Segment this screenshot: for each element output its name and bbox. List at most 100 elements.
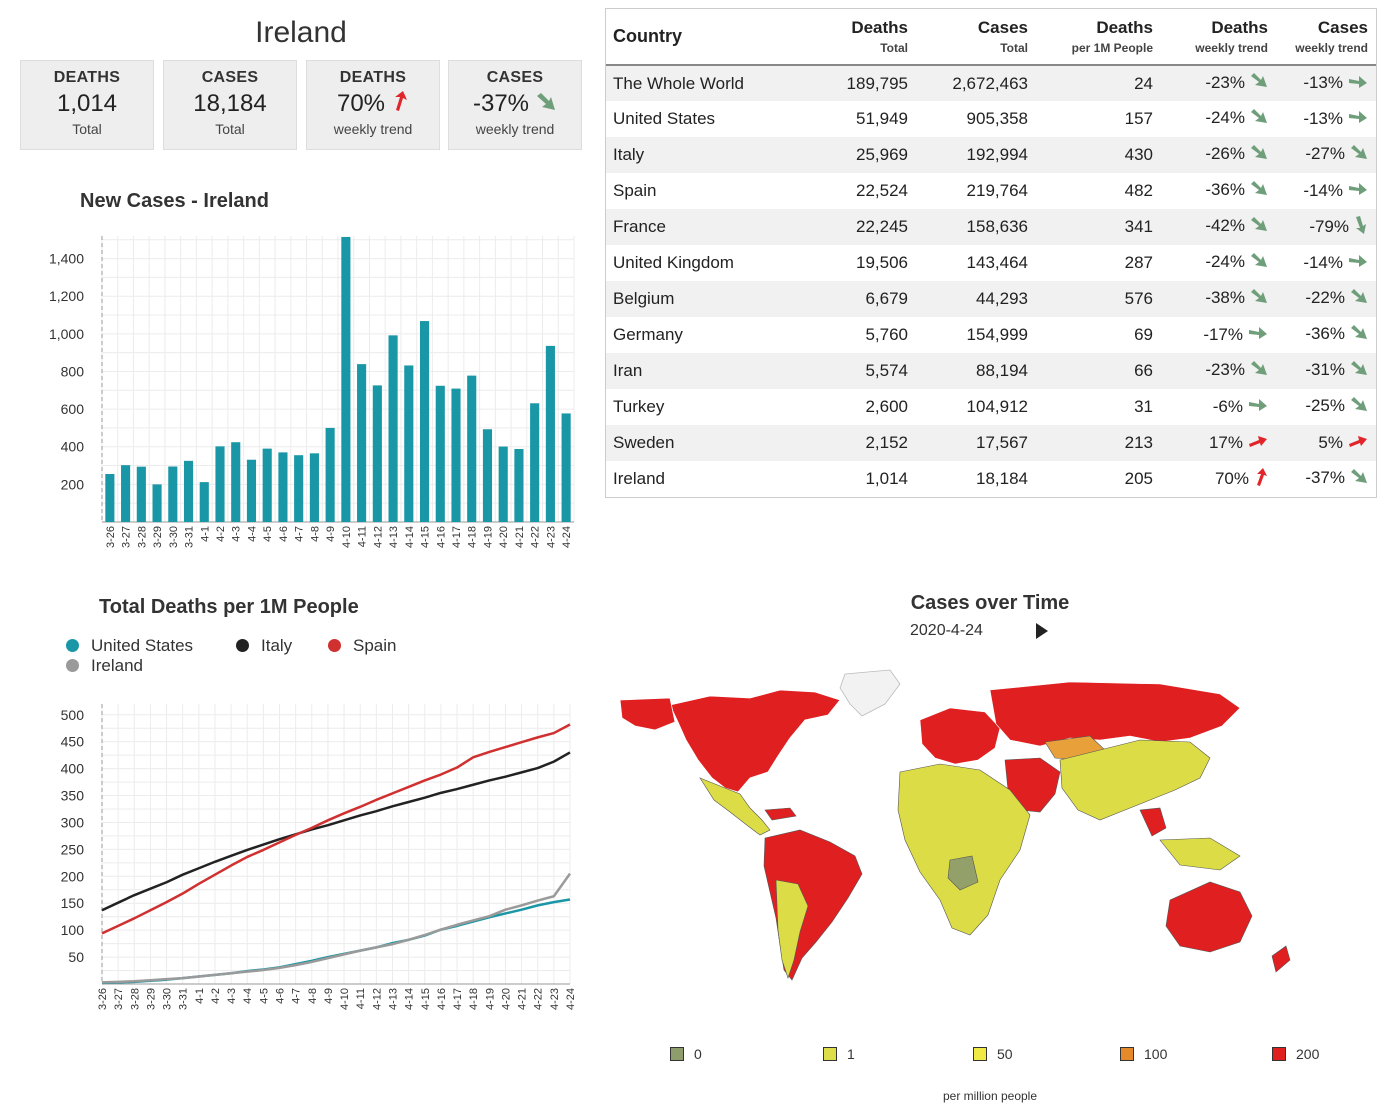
bar[interactable] bbox=[419, 321, 430, 522]
bar[interactable] bbox=[278, 452, 288, 522]
map-region-russia[interactable] bbox=[989, 681, 1241, 747]
bar[interactable] bbox=[262, 448, 272, 522]
col-header-deaths-trend[interactable]: Deaths weekly trend bbox=[1161, 9, 1276, 66]
x-tick-label: 4-2 bbox=[210, 988, 222, 1004]
series-line-spain[interactable] bbox=[101, 723, 571, 935]
bar[interactable] bbox=[152, 484, 162, 522]
bar[interactable] bbox=[530, 403, 540, 522]
cell-country: Spain bbox=[613, 181, 657, 200]
x-tick-label: 4-18 bbox=[467, 526, 479, 548]
bar[interactable] bbox=[215, 446, 225, 522]
col-header-deaths-total[interactable]: Deaths Total bbox=[796, 9, 916, 66]
map-region-europe[interactable] bbox=[919, 707, 1001, 765]
bar[interactable] bbox=[388, 335, 398, 522]
legend-label: Italy bbox=[261, 636, 293, 655]
series-line-ireland[interactable] bbox=[101, 872, 572, 984]
y-tick-label: 100 bbox=[61, 922, 85, 938]
cell-cases-total: 158,636 bbox=[916, 209, 1036, 245]
x-tick-label: 4-5 bbox=[258, 988, 270, 1004]
x-tick-label: 4-14 bbox=[404, 526, 416, 548]
bar[interactable] bbox=[435, 385, 445, 522]
table-row[interactable]: Turkey 2,600 104,912 31 -6% -25% bbox=[606, 389, 1376, 425]
table-row[interactable]: Iran 5,574 88,194 66 -23% -31% bbox=[606, 353, 1376, 389]
bar[interactable] bbox=[136, 466, 146, 522]
trend-arrow-icon bbox=[1350, 324, 1368, 346]
map-legend-item-50: 50 bbox=[973, 1046, 1013, 1062]
bar[interactable] bbox=[231, 442, 241, 522]
table-row[interactable]: Belgium 6,679 44,293 576 -38% -22% bbox=[606, 281, 1376, 317]
bar[interactable] bbox=[404, 365, 414, 522]
bar[interactable] bbox=[309, 453, 319, 522]
trend-arrow-icon bbox=[1348, 109, 1368, 129]
map-title: Cases over Time bbox=[910, 592, 1070, 614]
col-header-cases-trend[interactable]: Cases weekly trend bbox=[1276, 9, 1376, 66]
map-region-north-america[interactable] bbox=[669, 689, 841, 793]
col-header-country[interactable]: Country bbox=[606, 9, 796, 66]
map-region-caribbean[interactable] bbox=[764, 807, 797, 821]
bar[interactable] bbox=[168, 466, 178, 522]
map-region-mexico[interactable] bbox=[699, 777, 771, 836]
bar[interactable] bbox=[514, 448, 524, 522]
cell-cases-trend: -79% bbox=[1276, 209, 1376, 245]
map-region-asia[interactable] bbox=[1059, 739, 1211, 821]
series-line-italy[interactable] bbox=[101, 751, 571, 912]
legend-swatch bbox=[823, 1047, 837, 1062]
legend-item-united-states[interactable]: United States bbox=[66, 636, 193, 656]
table-row[interactable]: Spain 22,524 219,764 482 -36% -14% bbox=[606, 173, 1376, 209]
cell-deaths-per-1m: 69 bbox=[1134, 325, 1153, 344]
bar[interactable] bbox=[105, 474, 115, 522]
table-row[interactable]: Ireland 1,014 18,184 205 70% -37% bbox=[606, 461, 1376, 497]
cell-cases-trend: 5% bbox=[1276, 425, 1376, 461]
col-header-deaths-per-1m[interactable]: Deaths per 1M People bbox=[1036, 9, 1161, 66]
legend-item-italy[interactable]: Italy bbox=[236, 636, 292, 656]
table-row[interactable]: Germany 5,760 154,999 69 -17% -36% bbox=[606, 317, 1376, 353]
bar[interactable] bbox=[199, 482, 209, 522]
cell-deaths-per-1m: 482 bbox=[1124, 181, 1153, 200]
map-region-africa[interactable] bbox=[897, 763, 1031, 936]
bar[interactable] bbox=[498, 446, 508, 522]
map-region-south-asia[interactable] bbox=[1139, 807, 1167, 837]
bar[interactable] bbox=[545, 345, 555, 522]
bar[interactable] bbox=[357, 364, 367, 522]
table-row[interactable]: The Whole World 189,795 2,672,463 24 -23% -13… bbox=[606, 65, 1376, 101]
x-tick-label: 3-27 bbox=[113, 988, 125, 1010]
stat-label: CASES bbox=[201, 69, 259, 86]
bar[interactable] bbox=[183, 460, 194, 522]
map-region-south-america-yellow[interactable] bbox=[775, 879, 809, 979]
bar[interactable] bbox=[482, 429, 493, 522]
bar[interactable] bbox=[121, 465, 131, 522]
table-row[interactable]: United Kingdom 19,506 143,464 287 -24% -14% bbox=[606, 245, 1376, 281]
bar[interactable] bbox=[294, 455, 304, 522]
bar[interactable] bbox=[246, 459, 257, 522]
cell-cases-trend: -37% bbox=[1276, 461, 1376, 497]
bar[interactable] bbox=[325, 427, 335, 522]
col-header-cases-total[interactable]: Cases Total bbox=[916, 9, 1036, 66]
play-icon[interactable] bbox=[1034, 622, 1050, 640]
map-region-australia[interactable] bbox=[1165, 881, 1253, 953]
cell-cases-trend: -27% bbox=[1276, 137, 1376, 173]
map-region-africa-olive[interactable] bbox=[947, 855, 979, 891]
table-row[interactable]: Italy 25,969 192,994 430 -26% -27% bbox=[606, 137, 1376, 173]
map-region-alaska[interactable] bbox=[619, 697, 676, 731]
bar[interactable] bbox=[341, 236, 351, 522]
legend-item-spain[interactable]: Spain bbox=[328, 636, 396, 656]
world-map[interactable] bbox=[600, 660, 1390, 1030]
x-tick-label: 4-11 bbox=[355, 988, 367, 1009]
table-row[interactable]: France 22,245 158,636 341 -42% -79% bbox=[606, 209, 1376, 245]
country-table: Country Deaths Total Cases Total Deaths per… bbox=[605, 8, 1377, 498]
legend-item-ireland[interactable]: Ireland bbox=[66, 656, 143, 676]
map-region-se-asia[interactable] bbox=[1159, 837, 1241, 871]
bar[interactable] bbox=[467, 375, 477, 522]
legend-swatch bbox=[1120, 1047, 1134, 1062]
map-region-new-zealand[interactable] bbox=[1271, 945, 1291, 973]
table-row[interactable]: Sweden 2,152 17,567 213 17% 5% bbox=[606, 425, 1376, 461]
x-tick-label: 3-26 bbox=[105, 526, 117, 548]
bar[interactable] bbox=[561, 413, 571, 522]
table-row[interactable]: United States 51,949 905,358 157 -24% -13% bbox=[606, 101, 1376, 137]
map-region-greenland[interactable] bbox=[839, 669, 901, 717]
cell-cases-total: 2,672,463 bbox=[916, 65, 1036, 101]
legend-dot bbox=[236, 638, 249, 652]
bar[interactable] bbox=[372, 385, 382, 522]
x-tick-label: 4-9 bbox=[325, 526, 337, 542]
bar[interactable] bbox=[451, 388, 461, 522]
